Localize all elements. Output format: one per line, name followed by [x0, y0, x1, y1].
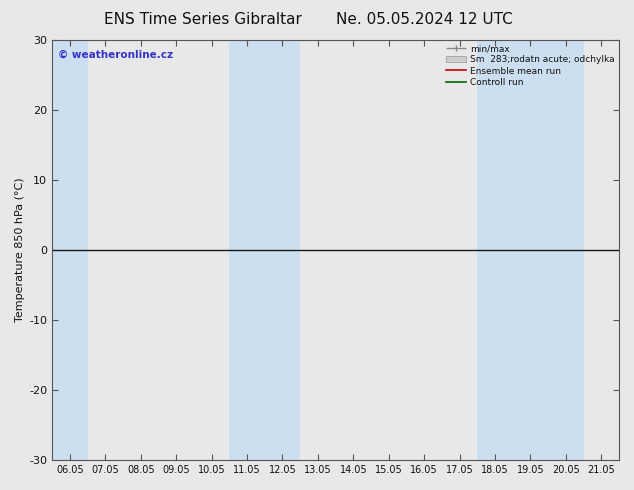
Bar: [477, 40, 583, 460]
Text: ENS Time Series Gibraltar: ENS Time Series Gibraltar: [104, 12, 302, 27]
Bar: [230, 40, 300, 460]
Text: Ne. 05.05.2024 12 UTC: Ne. 05.05.2024 12 UTC: [337, 12, 513, 27]
Legend: min/max, Sm  283;rodatn acute; odchylka, Ensemble mean run, Controll run: min/max, Sm 283;rodatn acute; odchylka, …: [444, 42, 616, 89]
Bar: [52, 40, 87, 460]
Text: © weatheronline.cz: © weatheronline.cz: [58, 50, 173, 60]
Y-axis label: Temperature 850 hPa (°C): Temperature 850 hPa (°C): [15, 177, 25, 322]
